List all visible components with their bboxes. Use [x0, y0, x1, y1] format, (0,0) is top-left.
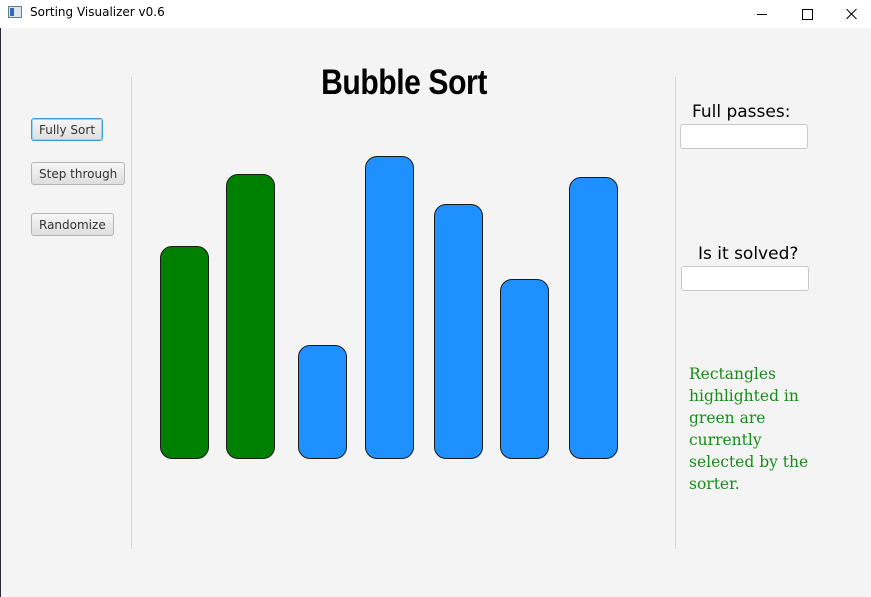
maximize-button[interactable]	[784, 0, 830, 28]
step-through-button[interactable]: Step through	[31, 162, 125, 185]
minimize-icon	[757, 14, 767, 15]
bar-5	[434, 204, 483, 459]
bar-2	[226, 174, 275, 459]
fully-sort-button[interactable]: Fully Sort	[31, 118, 103, 141]
is-solved-field[interactable]	[681, 266, 809, 291]
title-bar[interactable]: Sorting Visualizer v0.6	[0, 0, 871, 28]
is-solved-label: Is it solved?	[698, 244, 798, 264]
minimize-button[interactable]	[739, 0, 785, 28]
left-divider	[131, 77, 132, 549]
full-passes-field[interactable]	[680, 124, 808, 149]
legend-note: Rectangles highlighted in green are curr…	[689, 363, 819, 495]
window-edge	[0, 28, 1, 597]
algorithm-title: Bubble Sort	[170, 63, 638, 103]
right-divider	[675, 77, 676, 549]
bar-4	[365, 156, 414, 459]
window-title: Sorting Visualizer v0.6	[30, 5, 165, 19]
bar-7	[569, 177, 618, 459]
full-passes-label: Full passes:	[692, 102, 790, 122]
maximize-icon	[802, 9, 813, 20]
bar-1	[160, 246, 209, 459]
close-icon	[846, 8, 858, 20]
close-button[interactable]	[829, 0, 871, 28]
app-window-icon	[8, 6, 22, 18]
bar-3	[298, 345, 347, 459]
bar-6	[500, 279, 549, 459]
randomize-button[interactable]: Randomize	[31, 213, 114, 236]
